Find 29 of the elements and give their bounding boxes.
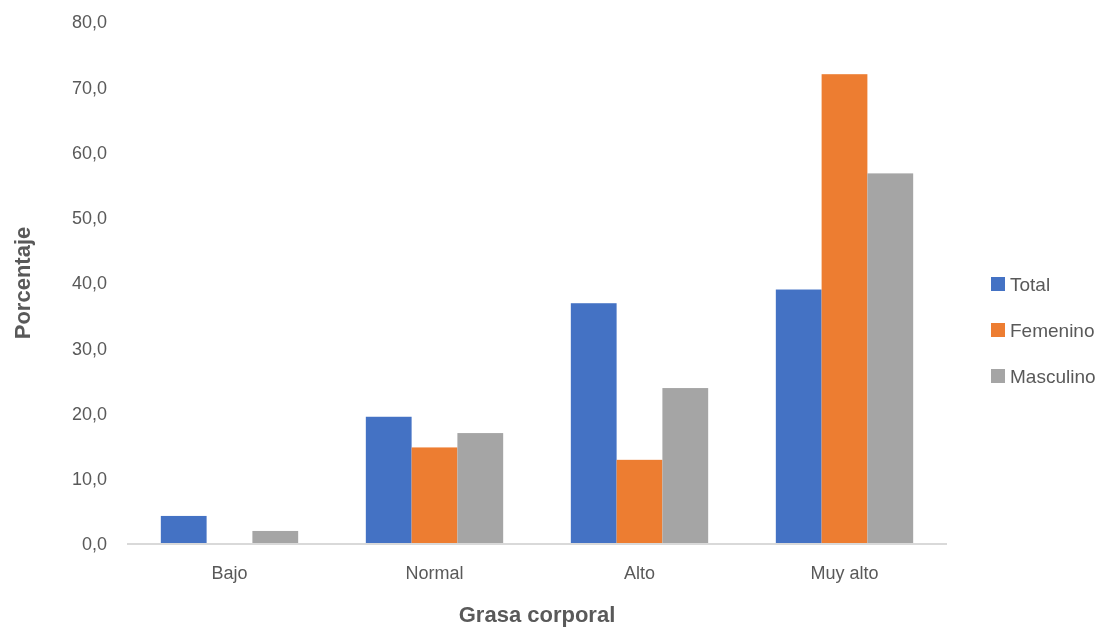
y-tick-label: 0,0 [81, 534, 107, 555]
bar [457, 433, 504, 544]
x-axis-title: Grasa corporal [458, 602, 616, 627]
y-tick-label: 50,0 [71, 208, 107, 229]
bar [570, 303, 617, 544]
legend-label: Femenino [1010, 319, 1095, 341]
y-tick-label: 60,0 [71, 142, 107, 163]
bar [662, 388, 709, 544]
bar [775, 289, 822, 544]
legend-label: Total [1010, 273, 1051, 295]
y-tick-label: 40,0 [71, 273, 107, 294]
y-tick-label: 20,0 [71, 403, 107, 424]
x-tick-label: Bajo [211, 562, 248, 583]
y-tick-label: 80,0 [71, 12, 107, 33]
y-tick-label: 70,0 [71, 77, 107, 98]
bar [867, 173, 914, 544]
legend-label: Masculino [1010, 365, 1096, 387]
y-axis-title: Porcentaje [10, 226, 35, 340]
bar [616, 459, 663, 544]
x-tick-label: Normal [405, 562, 464, 583]
bar [252, 530, 299, 544]
x-tick-label: Alto [623, 562, 656, 583]
bar [411, 447, 458, 544]
y-tick-label: 30,0 [71, 338, 107, 359]
y-tick-label: 10,0 [71, 469, 107, 490]
bar [821, 74, 868, 544]
x-tick-label: Muy alto [810, 562, 879, 583]
bar [160, 515, 207, 544]
bar [365, 416, 412, 544]
